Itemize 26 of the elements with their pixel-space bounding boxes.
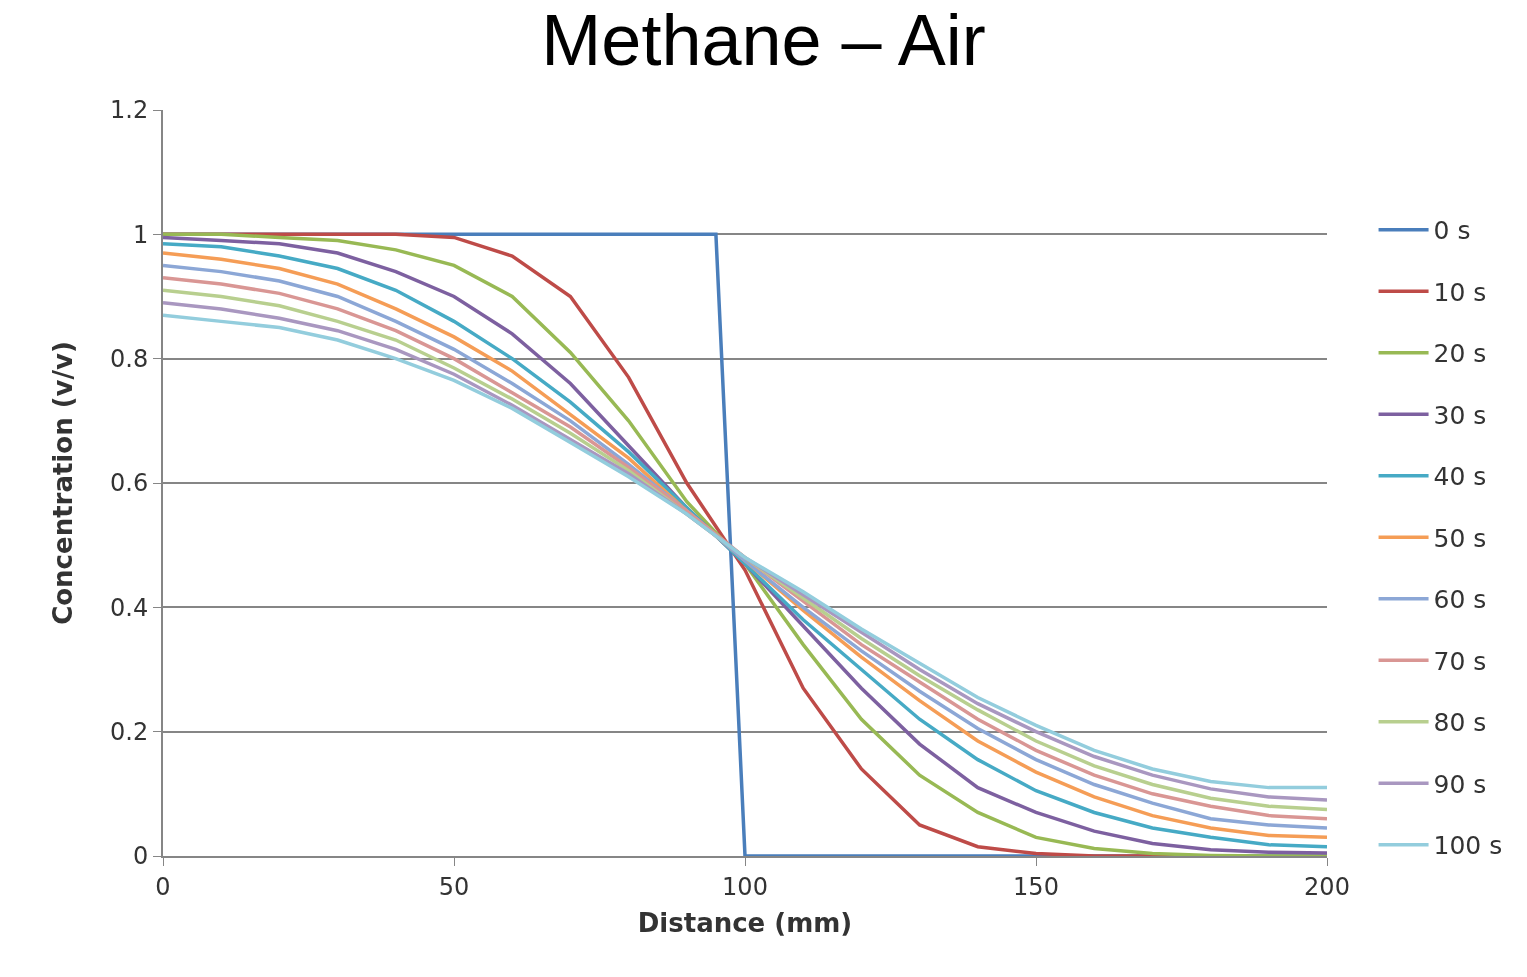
x-axis-title: Distance (mm) [637,908,853,938]
y-axis-title: Concentration (v/v) [47,341,78,625]
x-tick-label: 150 [1013,872,1059,901]
legend-label: 40 s [1433,462,1487,492]
legend-label: 80 s [1433,708,1487,738]
y-tick-label: 0.2 [110,718,149,747]
y-tick-label: 1 [132,220,149,249]
legend-label: 50 s [1433,523,1487,553]
legend-label: 100 s [1433,831,1503,861]
legend-label: 60 s [1433,585,1487,615]
chart-title: Methane – Air [541,0,986,81]
x-tick-label: 100 [722,872,768,901]
legend-label: 70 s [1433,646,1487,676]
x-tick-label: 200 [1304,872,1350,901]
legend-label: 30 s [1433,400,1487,430]
y-tick-label: 0.8 [110,345,149,374]
legend-label: 10 s [1433,277,1487,307]
legend-label: 20 s [1433,339,1487,369]
x-tick-label: 0 [155,872,171,901]
y-tick-label: 0 [132,842,149,871]
legend-label: 90 s [1433,769,1487,799]
legend-label: 0 s [1433,216,1471,246]
y-tick-label: 0.6 [110,469,149,498]
x-tick-label: 50 [438,872,470,901]
y-tick-label: 0.4 [110,593,149,622]
y-tick-label: 1.2 [110,96,149,125]
